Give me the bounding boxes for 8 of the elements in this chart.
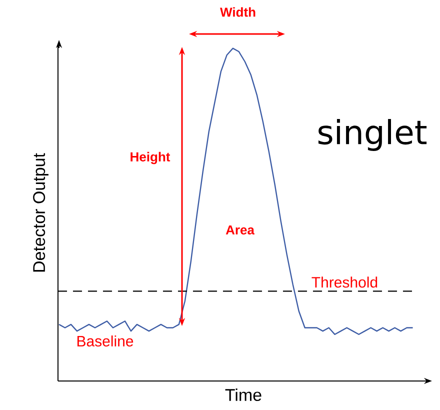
annotation: Area xyxy=(226,225,255,235)
x-axis-title: Time xyxy=(225,388,262,402)
annotation: singlet xyxy=(318,119,427,151)
y-axis-title: Detector Output xyxy=(33,153,48,272)
annotation: Height xyxy=(130,152,170,164)
text: Width xyxy=(220,7,256,17)
annotation: Baseline xyxy=(77,335,134,346)
ref-line-label: Threshold xyxy=(312,276,378,288)
